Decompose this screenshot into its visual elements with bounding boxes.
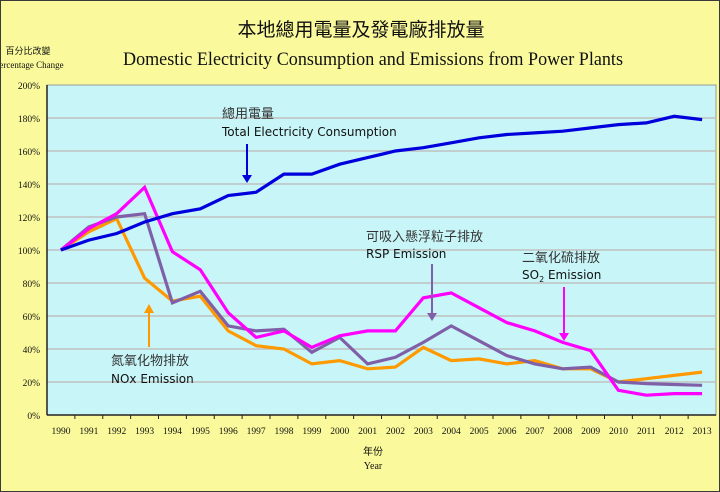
series-line-rsp: [59, 211, 703, 387]
x-tick-label: 2002: [386, 427, 405, 437]
y-tick-label: 140%: [18, 181, 40, 191]
x-tick-label: 1993: [135, 427, 154, 437]
y-axis-label-zh: 百分比改變: [5, 45, 50, 56]
x-axis-label-zh: 年份: [363, 445, 383, 458]
annotation-rsp: 可吸入懸浮粒子排放 RSP Emission: [366, 230, 483, 321]
x-tick-label: 2001: [358, 427, 377, 437]
y-tick-label: 60%: [23, 313, 41, 323]
x-tick-label: 2011: [637, 427, 656, 437]
x-tick-label: 1998: [274, 427, 293, 437]
y-tick-label: 80%: [23, 280, 41, 290]
x-tick-label: 2010: [609, 427, 628, 437]
annotation-so2-zh: 二氧化硫排放: [522, 251, 600, 266]
series-line-elec: [60, 114, 703, 252]
annotation-so2: 二氧化硫排放 SO2 Emission: [522, 251, 601, 341]
series-lines: [59, 114, 703, 397]
so2-label-main: SO: [522, 268, 539, 282]
so2-label-rest: Emission: [544, 268, 601, 282]
x-tick-label: 2013: [693, 427, 712, 437]
series-line-so2: [59, 184, 703, 397]
annotation-electricity: 總用電量 Total Electricity Consumption: [221, 106, 397, 183]
x-tick-label: 1990: [51, 427, 70, 437]
gridlines: [47, 117, 716, 383]
x-tick-label: 1997: [247, 427, 266, 437]
annotation-electricity-zh: 總用電量: [222, 106, 274, 122]
arrowhead-nox: [144, 304, 154, 313]
x-tick-label: 2004: [442, 427, 461, 437]
x-tick-label: 1995: [191, 427, 210, 437]
so2-label-sub: 2: [539, 275, 544, 284]
x-tick-label: 2003: [414, 427, 433, 437]
x-tick-label: 2006: [497, 427, 516, 437]
chart-title: Domestic Electricity Consumption and Emi…: [123, 49, 623, 70]
annotation-nox-zh: 氮氧化物排放: [111, 354, 189, 369]
y-tick-label: 200%: [18, 82, 40, 92]
annotation-nox: 氮氧化物排放 NOx Emission: [111, 304, 194, 386]
y-tick-label: 120%: [18, 214, 40, 224]
annotation-electricity-en: Total Electricity Consumption: [221, 125, 397, 139]
x-tick-label: 1999: [302, 427, 321, 437]
x-tick-label: 1994: [163, 427, 182, 437]
annotation-so2-en: SO2 Emission: [522, 268, 601, 284]
x-axis-label: Year: [364, 461, 383, 472]
annotation-rsp-zh: 可吸入懸浮粒子排放: [366, 230, 483, 245]
arrowhead-rsp: [427, 313, 437, 321]
chart-title-zh: 本地總用電量及發電廠排放量: [237, 18, 484, 41]
x-tick-label: 2000: [330, 427, 349, 437]
x-tick-label: 1996: [219, 427, 238, 437]
annotation-rsp-en: RSP Emission: [366, 247, 446, 261]
y-tick-label: 100%: [18, 247, 40, 257]
x-tick-label: 2012: [665, 427, 684, 437]
x-tick-label: 1992: [107, 427, 126, 437]
annotation-nox-en: NOx Emission: [111, 372, 194, 386]
x-tick-label: 2009: [581, 427, 600, 437]
x-tick-label: 1991: [79, 427, 98, 437]
y-tick-label: 180%: [18, 115, 40, 125]
y-axis-ticks: 0% 20% 40% 60% 80% 100% 120% 140% 160% 180% 200%: [18, 82, 40, 422]
x-tick-label: 2008: [553, 427, 572, 437]
x-tick-label: 2007: [525, 427, 544, 437]
arrowhead-electricity: [242, 175, 252, 183]
arrowhead-so2: [559, 333, 569, 341]
y-tick-label: 0%: [27, 412, 40, 422]
x-tick-label: 2005: [470, 427, 489, 437]
y-tick-label: 40%: [23, 346, 41, 356]
x-axis-ticks: 1990 1991 1992 1993 1994 1995 1996 1997 1998 1999…: [51, 415, 712, 437]
y-axis-label: Percentage Change: [1, 60, 64, 70]
y-tick-label: 20%: [23, 379, 41, 389]
y-tick-label: 160%: [18, 148, 40, 158]
